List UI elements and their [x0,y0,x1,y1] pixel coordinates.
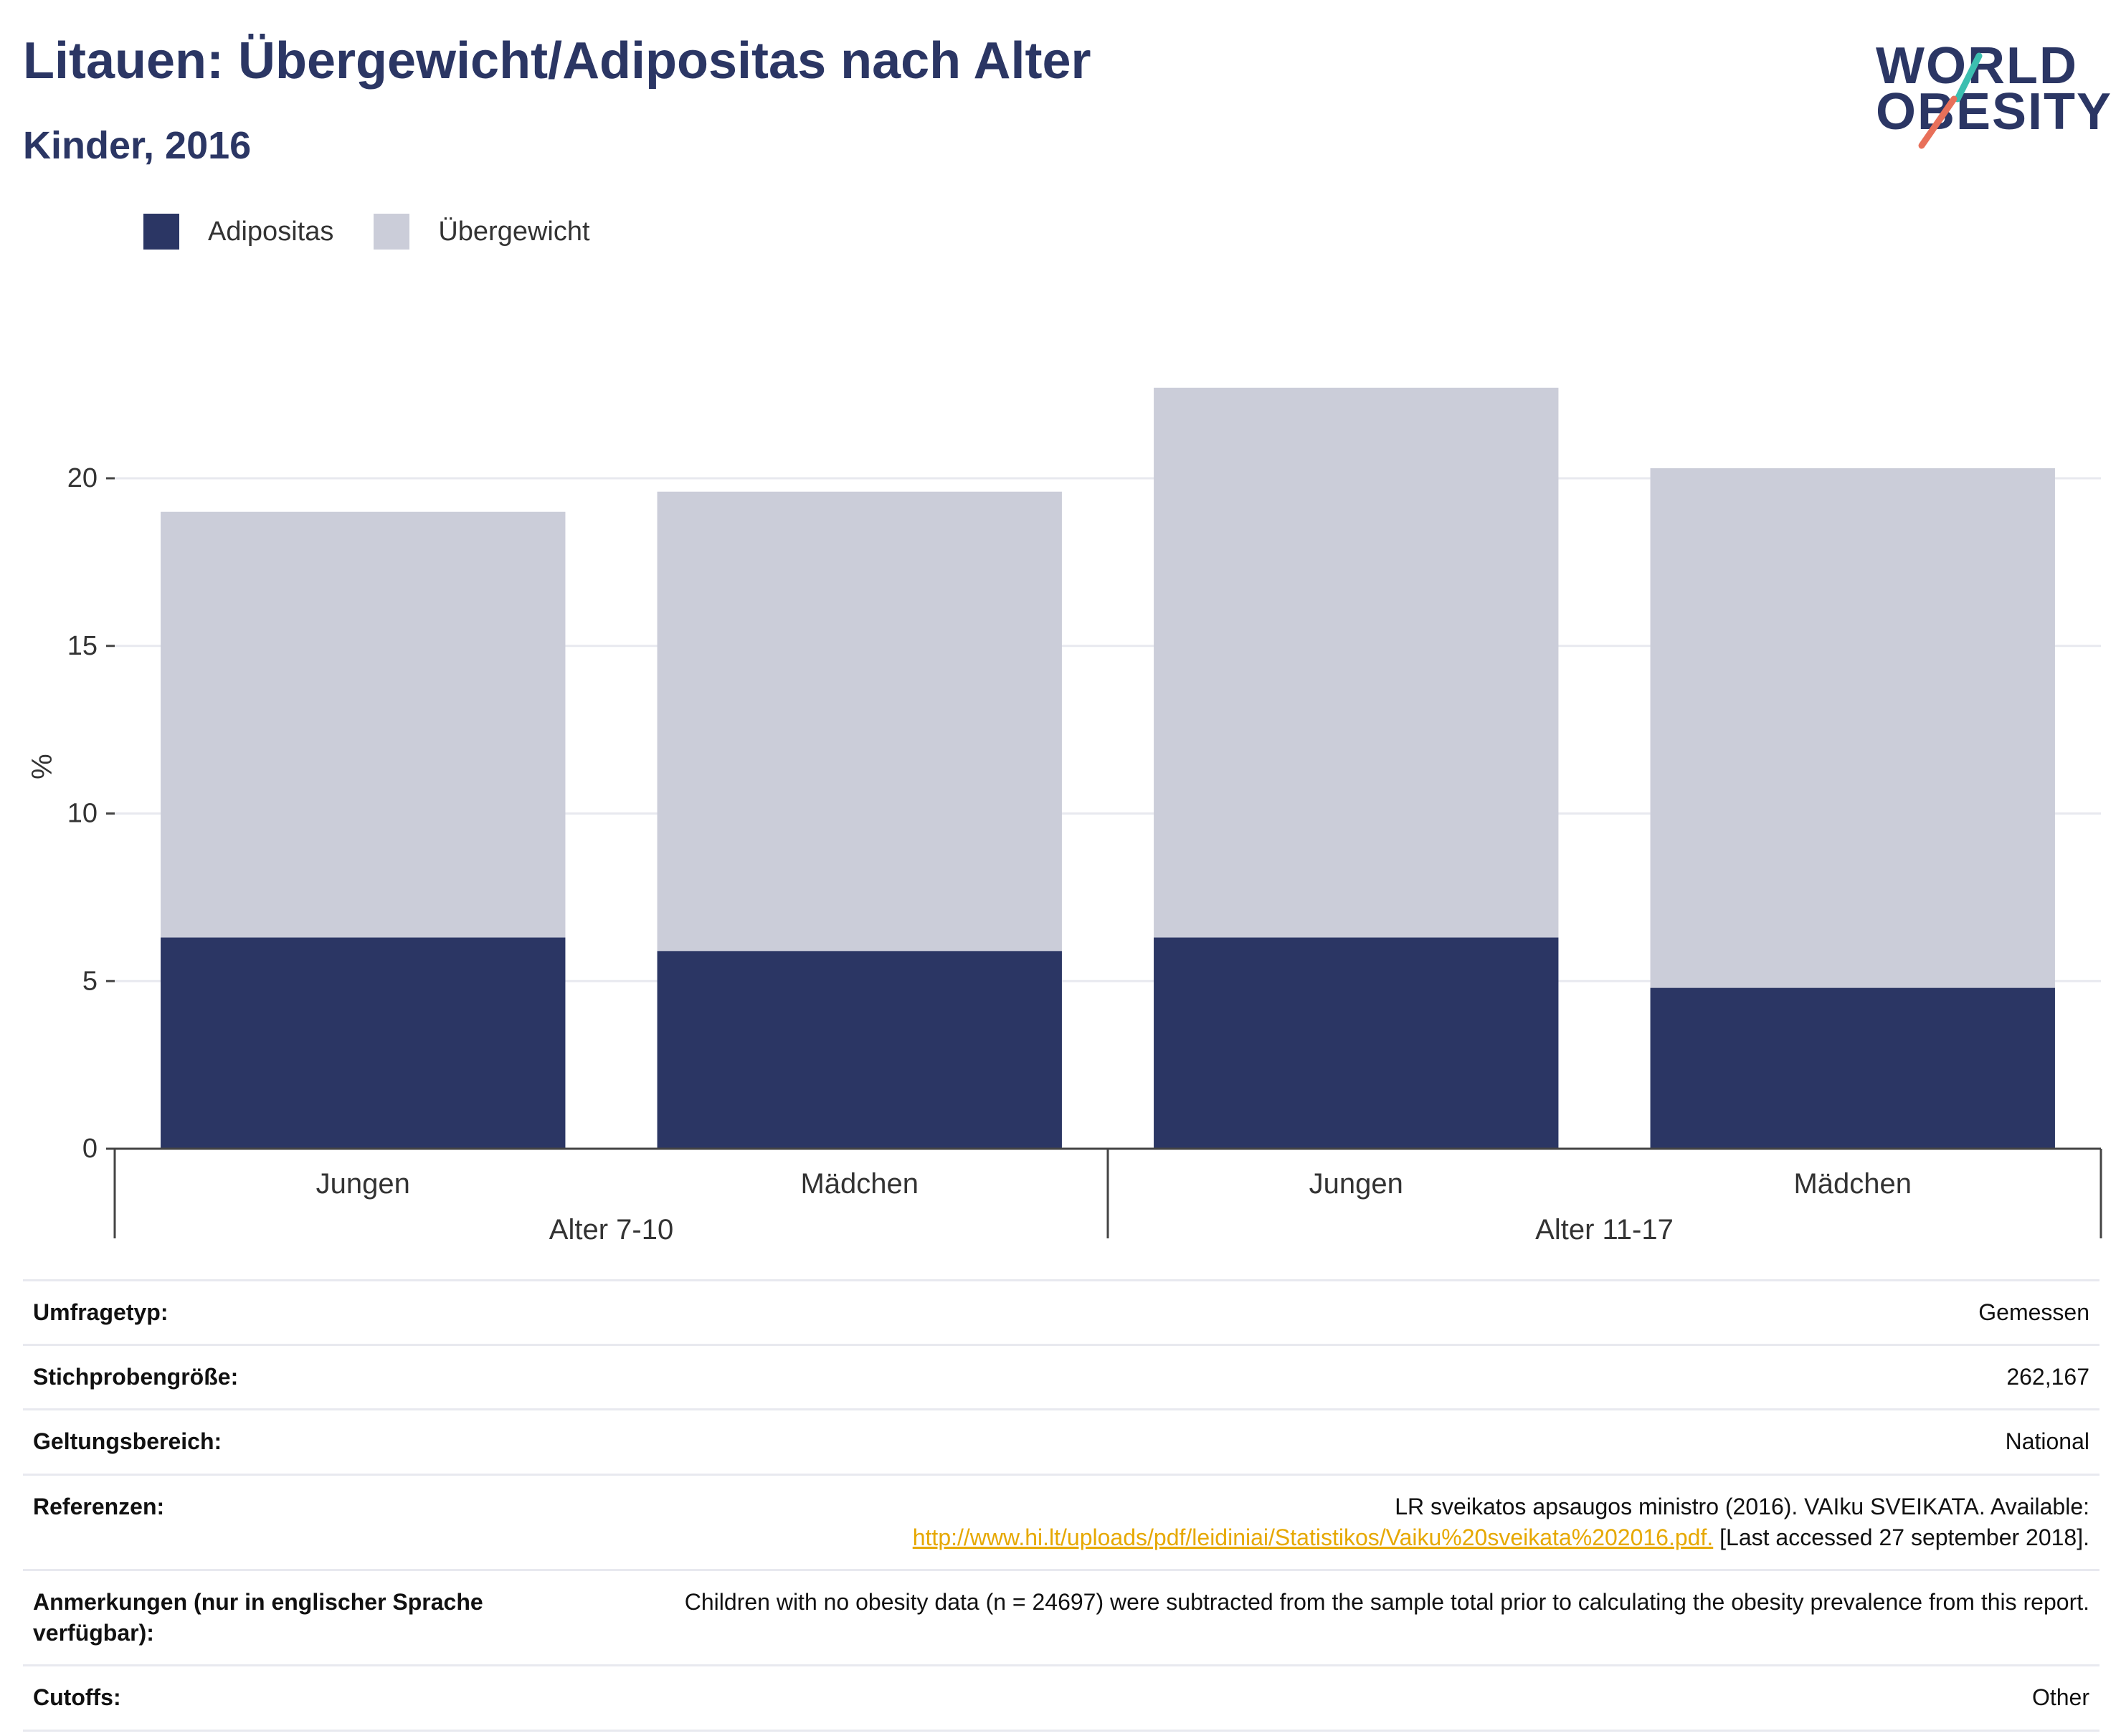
references-suffix: [Last accessed 27 september 2018]. [1713,1524,2089,1550]
notes-value: Children with no obesity data (n = 24697… [545,1568,2099,1666]
stacked-bar-chart: 0 5 10 15 20% Jungen Mädchen Jungen Mädchen Alter… [27,387,2102,1246]
x-group-label-0: Alter 7-10 [549,1214,673,1246]
coverage-label: Geltungsbereich: [23,1408,545,1475]
survey-info-table: Umfragetyp: Gemessen Stichprobengröße: 2… [23,1279,2099,1732]
bar-uebergewicht-0 [161,511,566,938]
y-tick-label-20: 20 [67,463,98,493]
bar-adipositas-3 [1650,987,2055,1149]
survey-type-row: Umfragetyp: Gemessen [23,1279,2099,1345]
bar-uebergewicht-1 [657,491,1062,952]
bar-uebergewicht-2 [1154,387,1559,938]
coverage-row: Geltungsbereich: National [23,1408,2099,1475]
y-axis-label: % [27,754,58,779]
chart-legend: Adipositas Übergewicht [143,214,630,250]
bar-adipositas-2 [1154,937,1559,1149]
references-link[interactable]: http://www.hi.lt/uploads/pdf/leidiniai/S… [912,1524,1714,1550]
sample-size-value: 262,167 [545,1344,2099,1410]
world-obesity-logo: WORLD OBESITY [1864,20,2111,156]
y-tick-label-10: 10 [67,799,98,829]
notes-label: Anmerkungen (nur in englischer Sprache v… [23,1568,545,1666]
coverage-value: National [545,1408,2099,1475]
bar-adipositas-0 [161,937,566,1149]
axes: 0 5 10 15 20% Jungen Mädchen Jungen Mädchen Alter… [27,463,2102,1246]
cutoffs-value: Other [545,1664,2099,1732]
legend-label-uebergewicht: Übergewicht [438,216,590,247]
x-category-label-3: Mädchen [1793,1168,1912,1200]
logo-slash-icon [1918,52,1983,149]
survey-type-value: Gemessen [545,1279,2099,1345]
notes-row: Anmerkungen (nur in englischer Sprache v… [23,1568,2099,1666]
cutoffs-label: Cutoffs: [23,1664,545,1732]
y-tick-label-0: 0 [82,1134,98,1164]
legend-swatch-adipositas [143,214,179,250]
bar-uebergewicht-3 [1650,468,2055,988]
references-text: LR sveikatos apsaugos ministro (2016). V… [1395,1493,2089,1519]
sample-size-row: Stichprobengröße: 262,167 [23,1344,2099,1410]
y-tick-label-15: 15 [67,631,98,661]
chart-title: Litauen: Übergewicht/Adipositas nach Alt… [23,32,1091,90]
references-value: LR sveikatos apsaugos ministro (2016). V… [545,1473,2099,1570]
logo-line-2: OBESITY [1876,83,2113,141]
bars [161,387,2055,1149]
x-category-label-0: Jungen [316,1168,410,1200]
references-label: Referenzen: [23,1473,545,1570]
x-group-label-1: Alter 11-17 [1535,1214,1674,1246]
x-category-label-1: Mädchen [800,1168,919,1200]
y-tick-label-5: 5 [82,966,98,996]
sample-size-label: Stichprobengröße: [23,1344,545,1410]
legend-item-uebergewicht: Übergewicht [374,214,590,250]
legend-swatch-uebergewicht [374,214,410,250]
x-category-label-2: Jungen [1309,1168,1403,1200]
bar-adipositas-1 [657,951,1062,1149]
chart-subtitle: Kinder, 2016 [23,124,252,167]
legend-label-adipositas: Adipositas [208,216,334,247]
survey-type-label: Umfragetyp: [23,1279,545,1345]
legend-item-adipositas: Adipositas [143,214,333,250]
cutoffs-row: Cutoffs: Other [23,1664,2099,1732]
references-row: Referenzen: LR sveikatos apsaugos minist… [23,1473,2099,1570]
